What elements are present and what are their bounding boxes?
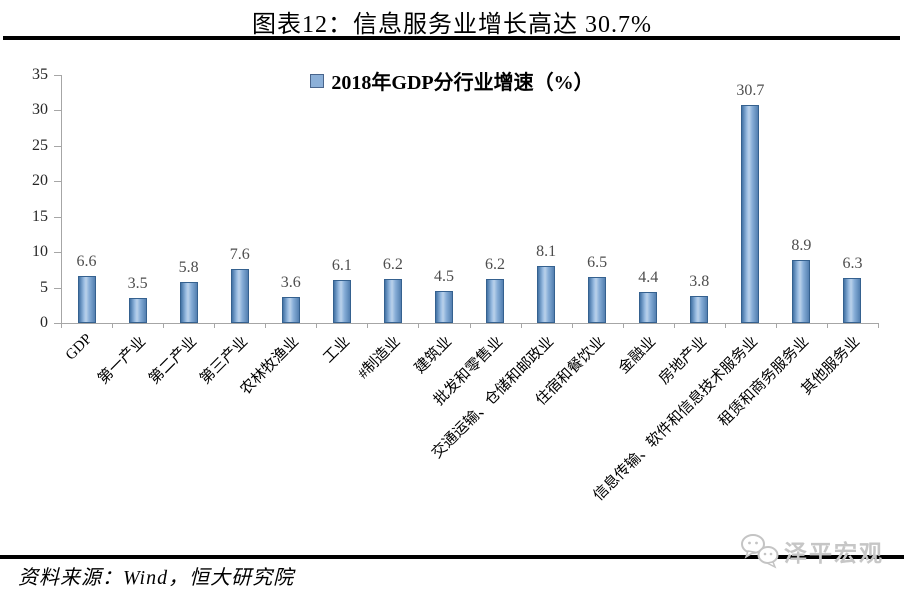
y-axis-tick-label: 0 bbox=[40, 314, 48, 331]
x-axis-category-label: 建筑业 bbox=[411, 333, 456, 377]
x-axis-tick-mark bbox=[61, 323, 62, 328]
source-note: 资料来源：Wind，恒大研究院 bbox=[18, 567, 295, 589]
bar-value-label: 3.6 bbox=[280, 274, 301, 292]
x-axis-tick-mark bbox=[112, 323, 114, 328]
bar-value-label: 30.7 bbox=[736, 82, 765, 100]
y-axis-tick-label: 15 bbox=[32, 207, 48, 225]
watermark-text: 泽平宏观 bbox=[784, 541, 884, 566]
x-axis-tick-mark bbox=[724, 323, 726, 328]
bar bbox=[383, 279, 402, 323]
x-axis-tick-mark bbox=[265, 323, 267, 328]
y-axis-tick-label: 25 bbox=[32, 136, 48, 154]
bar-value-label: 5.8 bbox=[178, 258, 199, 276]
bar-value-label: 4.4 bbox=[638, 268, 659, 286]
y-axis-tick-mark bbox=[54, 145, 61, 147]
x-axis-tick-mark bbox=[367, 323, 369, 328]
y-axis-tick-mark bbox=[54, 252, 61, 254]
x-axis-tick-mark bbox=[214, 323, 216, 328]
chart-title: 图表12：信息服务业增长高达 30.7% bbox=[252, 12, 652, 38]
bar bbox=[588, 276, 607, 323]
x-axis-tick-mark bbox=[826, 323, 828, 328]
bar-value-label: 8.1 bbox=[536, 242, 557, 260]
bar bbox=[639, 291, 658, 323]
bar-value-label: 6.1 bbox=[331, 256, 352, 274]
bar bbox=[281, 297, 300, 323]
bar bbox=[843, 278, 862, 323]
y-axis-tick-mark bbox=[54, 287, 61, 289]
bar-value-label: 6.6 bbox=[76, 253, 97, 271]
bar-value-label: 6.3 bbox=[842, 255, 863, 273]
x-axis-category-label: 金融业 bbox=[616, 333, 660, 377]
x-axis-tick-mark bbox=[163, 323, 165, 328]
chat-bubbles-icon bbox=[741, 534, 779, 569]
bar bbox=[741, 105, 760, 323]
bar bbox=[128, 298, 147, 323]
chart-legend: 2018年GDP分行业增速（%） bbox=[0, 66, 904, 95]
legend-swatch-icon bbox=[310, 73, 325, 88]
bottom-divider bbox=[0, 555, 904, 559]
y-axis-tick-label: 20 bbox=[32, 172, 48, 190]
bar-value-label: 6.5 bbox=[587, 253, 608, 271]
bar bbox=[332, 279, 351, 323]
y-axis-tick-label: 30 bbox=[32, 101, 48, 119]
bar bbox=[486, 279, 505, 323]
bar-value-label: 4.5 bbox=[433, 268, 454, 286]
y-axis-tick-mark bbox=[54, 216, 61, 218]
y-axis-tick-mark bbox=[54, 110, 61, 112]
bar-value-label: 6.2 bbox=[485, 256, 506, 274]
bar bbox=[792, 259, 811, 323]
x-axis-tick-mark bbox=[571, 323, 573, 328]
x-axis-category-label: 第一产业 bbox=[94, 333, 149, 388]
bar bbox=[230, 269, 249, 323]
y-axis-tick-mark bbox=[54, 323, 61, 324]
bar-value-label: 3.8 bbox=[689, 273, 710, 291]
bar bbox=[537, 265, 556, 323]
x-axis-tick-mark bbox=[469, 323, 471, 328]
x-axis-tick-mark bbox=[520, 323, 522, 328]
bar bbox=[179, 281, 198, 323]
x-axis-category-label: 工业 bbox=[320, 333, 353, 367]
x-axis-category-label: #制造业 bbox=[355, 333, 405, 383]
y-axis-tick-mark bbox=[54, 181, 61, 183]
x-axis-tick-mark bbox=[673, 323, 675, 328]
x-axis-tick-mark bbox=[878, 323, 879, 328]
x-axis-tick-mark bbox=[622, 323, 624, 328]
bar-value-label: 6.2 bbox=[382, 256, 403, 274]
y-axis-tick-label: 5 bbox=[40, 278, 48, 296]
x-axis-category-label: 第二产业 bbox=[146, 333, 200, 388]
bar bbox=[434, 291, 453, 323]
y-axis-tick-label: 35 bbox=[32, 66, 48, 83]
top-divider bbox=[3, 36, 900, 40]
x-axis-tick-mark bbox=[775, 323, 777, 328]
bar bbox=[690, 296, 709, 323]
bar-value-label: 3.5 bbox=[127, 275, 148, 293]
x-axis-tick-mark bbox=[418, 323, 420, 328]
x-axis-category-label: GDP bbox=[62, 331, 95, 364]
legend-label: 2018年GDP分行业增速（%） bbox=[331, 72, 594, 94]
watermark-logo: 泽平宏观 bbox=[740, 533, 884, 569]
y-axis-tick-label: 10 bbox=[32, 243, 48, 261]
y-axis-tick-mark bbox=[54, 75, 61, 76]
bar-value-label: 8.9 bbox=[791, 236, 812, 254]
bar bbox=[77, 276, 96, 323]
bar-value-label: 7.6 bbox=[229, 246, 250, 264]
x-axis-tick-mark bbox=[316, 323, 318, 328]
